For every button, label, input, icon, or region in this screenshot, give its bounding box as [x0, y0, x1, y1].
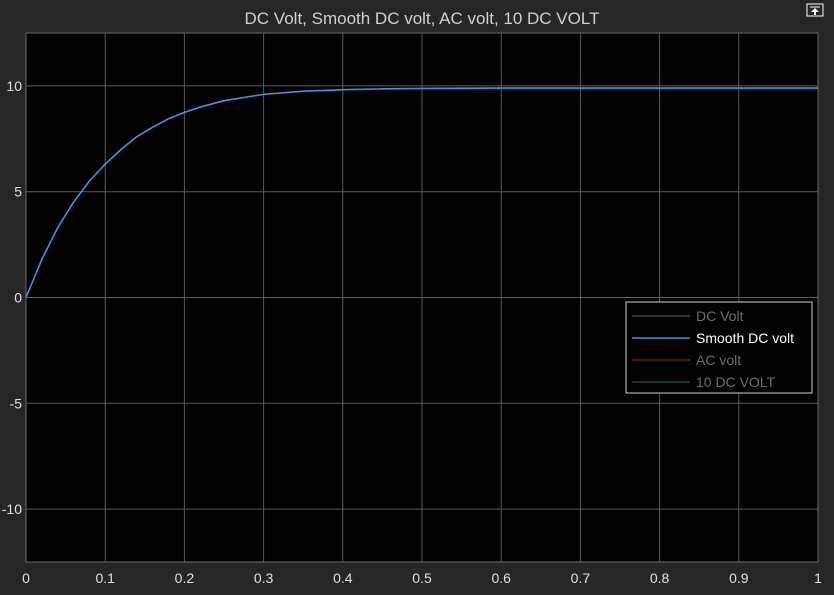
x-tick-label: 0.7	[571, 570, 591, 586]
undock-icon	[806, 3, 824, 17]
legend-item[interactable]: DC Volt	[632, 308, 744, 324]
x-tick-label: 0.5	[412, 570, 432, 586]
legend-box	[625, 301, 813, 394]
legend-item[interactable]: 10 DC VOLT	[632, 374, 776, 390]
legend-label: 10 DC VOLT	[696, 374, 776, 390]
undock-button[interactable]	[806, 3, 824, 17]
y-tick-label: 5	[14, 184, 22, 200]
y-tick-label: 0	[14, 290, 22, 306]
x-tick-label: 0.3	[254, 570, 274, 586]
x-tick-label: 0	[22, 570, 30, 586]
x-tick-label: 0.8	[650, 570, 670, 586]
x-tick-label: 0.9	[729, 570, 749, 586]
chart-title: DC Volt, Smooth DC volt, AC volt, 10 DC …	[245, 9, 600, 28]
series-line-smooth-dc-volt	[25, 87, 818, 298]
y-tick-label: -10	[2, 501, 22, 517]
legend-item[interactable]: AC volt	[632, 352, 741, 368]
x-tick-label: 1	[814, 570, 822, 586]
y-tick-label: 10	[6, 78, 22, 94]
legend-label: DC Volt	[696, 308, 744, 324]
legend[interactable]: DC Volt Smooth DC volt AC volt 10 DC VOLT	[625, 301, 813, 394]
legend-item[interactable]: Smooth DC volt	[632, 330, 794, 346]
x-tick-label: 0.1	[95, 570, 115, 586]
x-tick-label: 0.4	[333, 570, 353, 586]
y-tick-label: -5	[10, 395, 23, 411]
legend-label: Smooth DC volt	[696, 330, 794, 346]
x-tick-label: 0.2	[175, 570, 195, 586]
legend-label: AC volt	[696, 352, 741, 368]
x-tick-label: 0.6	[491, 570, 511, 586]
